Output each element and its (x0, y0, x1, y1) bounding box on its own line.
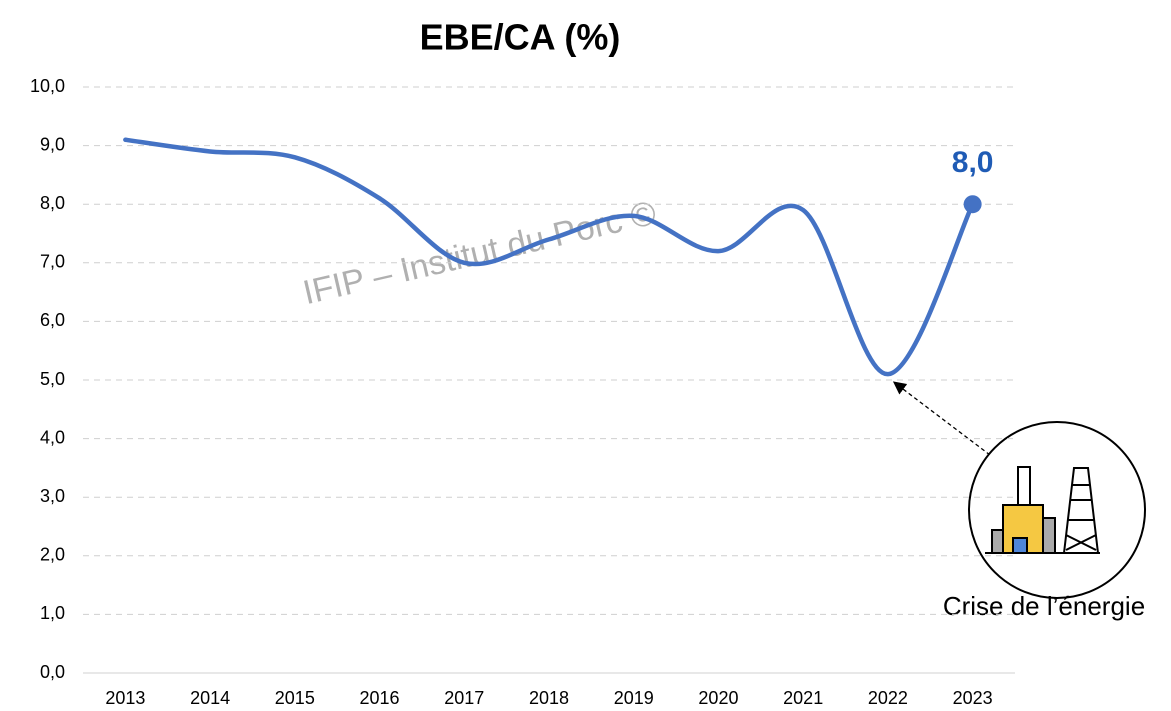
x-tick-label: 2014 (190, 688, 230, 708)
watermark: IFIP – Institut du Porc © (299, 194, 659, 312)
y-tick-label: 5,0 (40, 369, 65, 389)
x-tick-label: 2013 (105, 688, 145, 708)
annotation-label: Crise de l’énergie (943, 591, 1145, 621)
annotation-arrow (892, 381, 991, 456)
energy-icon (968, 421, 1146, 599)
y-tick-label: 0,0 (40, 662, 65, 682)
x-tick-label: 2021 (783, 688, 823, 708)
x-tick-label: 2017 (444, 688, 484, 708)
y-tick-label: 7,0 (40, 252, 65, 272)
x-tick-label: 2015 (275, 688, 315, 708)
y-tick-label: 6,0 (40, 310, 65, 330)
data-label: 8,0 (952, 146, 994, 179)
y-tick-label: 1,0 (40, 603, 65, 623)
x-tick-label: 2022 (868, 688, 908, 708)
x-tick-label: 2019 (614, 688, 654, 708)
line (123, 137, 975, 377)
y-tick-label: 9,0 (40, 134, 65, 154)
x-tick-label: 2020 (698, 688, 738, 708)
x-tick-label: 2023 (953, 688, 993, 708)
x-tick-label: 2018 (529, 688, 569, 708)
x-tick-label: 2016 (360, 688, 400, 708)
y-tick-label: 8,0 (40, 193, 65, 213)
point (963, 195, 982, 214)
y-tick-label: 10,0 (30, 76, 65, 96)
y-tick-label: 4,0 (40, 427, 65, 447)
y-tick-label: 2,0 (40, 545, 65, 565)
y-tick-label: 3,0 (40, 486, 65, 506)
chart-title: EBE/CA (%) (420, 17, 621, 58)
